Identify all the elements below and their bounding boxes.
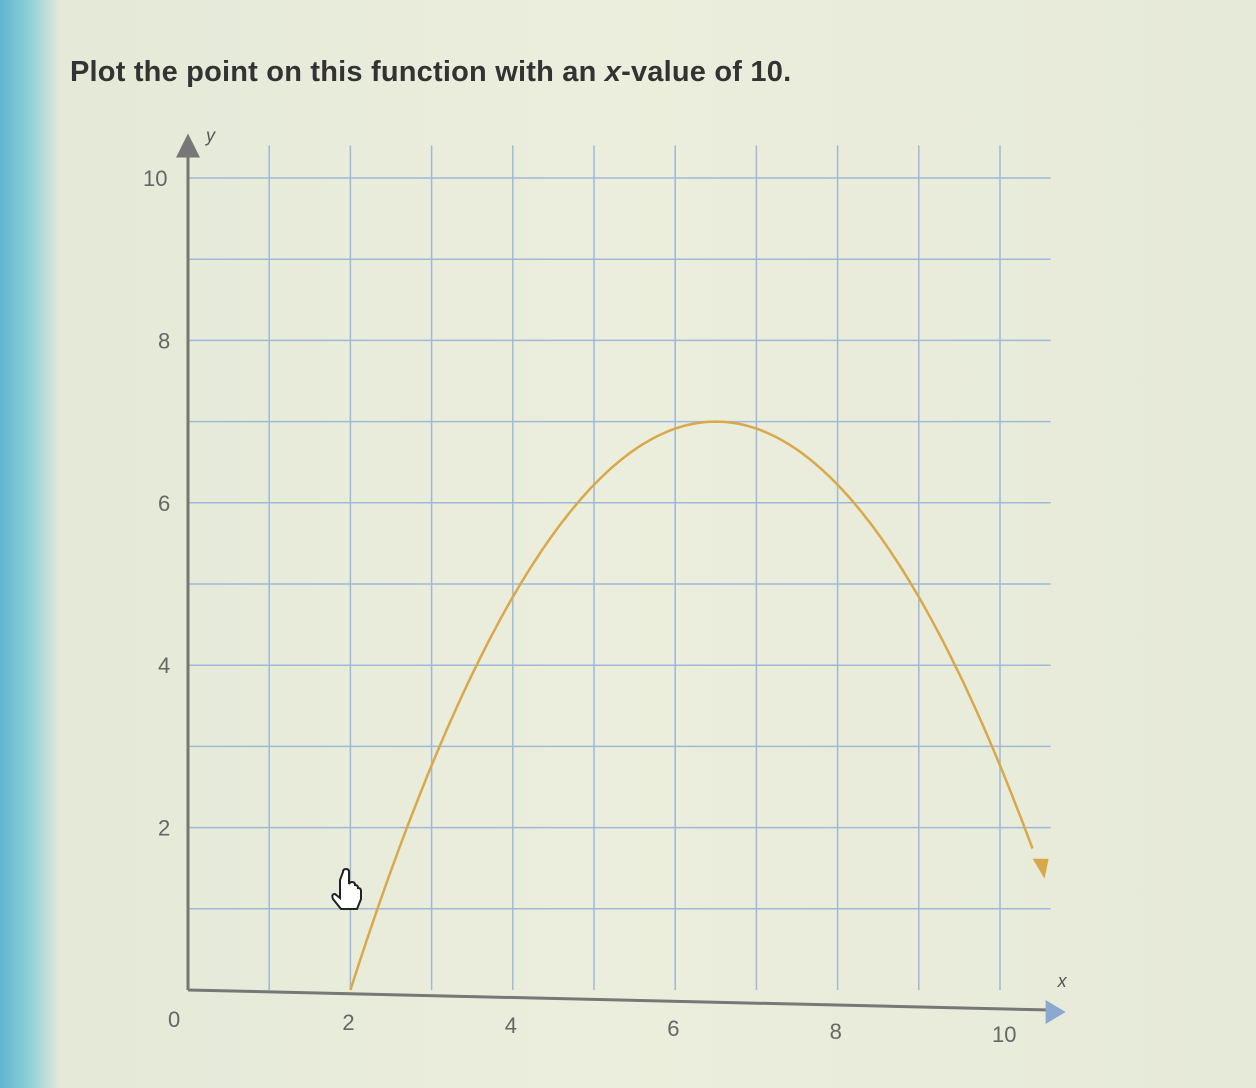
x-tick-label: 10 <box>992 1022 1016 1047</box>
question-text: Plot the point on this function with an … <box>70 56 791 89</box>
x-tick-label: 6 <box>667 1016 679 1041</box>
hand-pointer-icon <box>331 867 362 910</box>
x-axis-arrow-icon <box>1045 1000 1066 1024</box>
curve-end-arrow-icon <box>1032 858 1049 879</box>
y-tick-label: 4 <box>158 653 170 678</box>
y-axis-arrow-icon <box>176 133 200 158</box>
x-tick-label: 0 <box>168 1007 180 1032</box>
x-axis-label: x <box>1057 971 1068 991</box>
y-tick-label: 8 <box>158 328 170 353</box>
function-curve <box>349 420 1034 991</box>
y-tick-label: 10 <box>143 166 167 191</box>
question-suffix: -value of 10. <box>621 56 792 88</box>
x-tick-label: 4 <box>505 1013 517 1038</box>
hand-pointer-shape <box>331 867 362 910</box>
y-tick-label: 2 <box>158 816 170 841</box>
x-tick-label: 8 <box>830 1019 842 1044</box>
y-tick-label: 6 <box>158 491 170 516</box>
y-axis-label: y <box>204 126 216 146</box>
question-variable: x <box>604 56 622 88</box>
x-tick-label: 2 <box>342 1010 354 1035</box>
x-axis <box>187 988 1051 1012</box>
question-prefix: Plot the point on this function with an <box>70 56 605 88</box>
